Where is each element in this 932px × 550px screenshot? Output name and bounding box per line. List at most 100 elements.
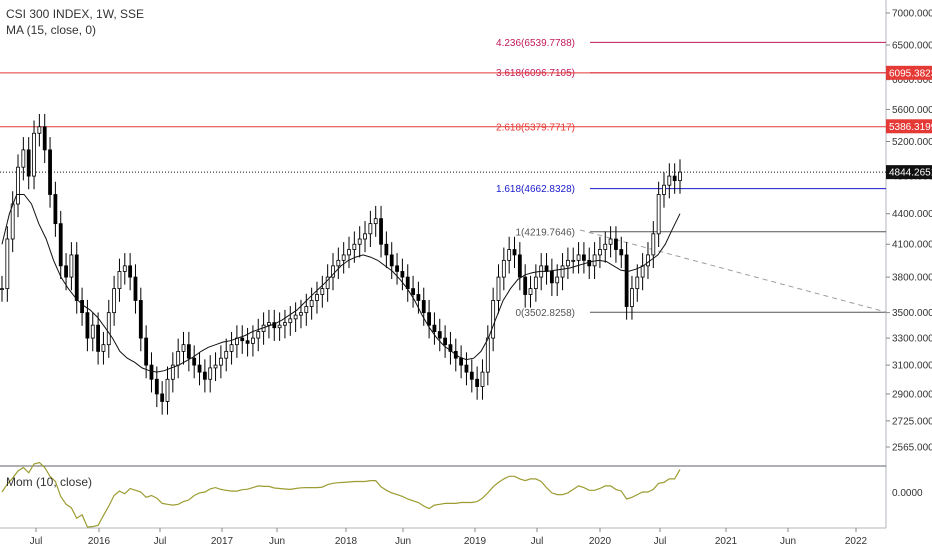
candle-body[interactable] — [213, 364, 218, 369]
candle-body[interactable] — [186, 344, 191, 359]
candle-body[interactable] — [325, 276, 330, 290]
candle-body[interactable] — [443, 337, 448, 346]
candle-body[interactable] — [288, 318, 293, 324]
candle-body[interactable] — [112, 288, 117, 314]
candle-body[interactable] — [448, 344, 453, 352]
candle-body[interactable] — [512, 249, 517, 256]
candle-body[interactable] — [475, 378, 480, 387]
candle-body[interactable] — [496, 276, 501, 301]
candle-body[interactable] — [646, 254, 650, 267]
candle-body[interactable] — [352, 243, 357, 250]
candle-body[interactable] — [251, 337, 255, 344]
candle-body[interactable] — [336, 259, 341, 267]
candle-body[interactable] — [181, 344, 186, 352]
candle-body[interactable] — [517, 254, 522, 278]
candle-body[interactable] — [549, 271, 554, 284]
candle-body[interactable] — [240, 337, 245, 342]
candle-body[interactable] — [42, 126, 47, 151]
candle-body[interactable] — [501, 259, 506, 278]
candle-body[interactable] — [459, 357, 464, 366]
candle-body[interactable] — [384, 243, 389, 256]
candles[interactable] — [0, 114, 682, 415]
candle-body[interactable] — [437, 331, 442, 339]
candle-body[interactable] — [202, 371, 207, 380]
candle-body[interactable] — [603, 243, 608, 250]
candle-body[interactable] — [598, 249, 602, 256]
main-pane[interactable] — [0, 0, 886, 466]
candle-body[interactable] — [389, 254, 394, 267]
candle-body[interactable] — [74, 254, 79, 301]
candle-body[interactable] — [32, 132, 36, 177]
candle-body[interactable] — [69, 254, 74, 278]
candle-body[interactable] — [421, 300, 426, 314]
candle-body[interactable] — [90, 324, 95, 339]
candle-body[interactable] — [170, 364, 175, 380]
candle-body[interactable] — [635, 276, 640, 290]
candle-body[interactable] — [192, 357, 197, 366]
candle-body[interactable] — [245, 340, 250, 344]
candle-body[interactable] — [10, 203, 15, 240]
candle-body[interactable] — [619, 249, 624, 256]
candle-body[interactable] — [85, 312, 90, 339]
candle-body[interactable] — [571, 259, 576, 262]
candle-body[interactable] — [363, 233, 367, 240]
dashed-trend-line[interactable] — [579, 229, 887, 313]
candle-body[interactable] — [608, 238, 613, 245]
candle-body[interactable] — [309, 300, 314, 307]
candle-body[interactable] — [656, 194, 661, 235]
candle-body[interactable] — [96, 324, 100, 352]
candle-body[interactable] — [80, 300, 84, 314]
candle-body[interactable] — [133, 276, 138, 301]
candle-body[interactable] — [277, 324, 282, 329]
candle-body[interactable] — [154, 378, 159, 395]
candle-body[interactable] — [614, 238, 618, 250]
candle-body[interactable] — [315, 294, 319, 301]
candle-body[interactable] — [299, 312, 303, 316]
candle-body[interactable] — [58, 223, 63, 267]
candle-body[interactable] — [21, 149, 26, 168]
candle-body[interactable] — [469, 371, 474, 380]
candle-body[interactable] — [149, 364, 154, 380]
candle-body[interactable] — [122, 265, 127, 272]
candle-body[interactable] — [630, 288, 634, 307]
candle-body[interactable] — [400, 271, 405, 278]
candle-body[interactable] — [128, 265, 133, 278]
candle-body[interactable] — [565, 259, 570, 267]
candle-body[interactable] — [117, 271, 122, 290]
candle-body[interactable] — [53, 194, 58, 225]
candle-body[interactable] — [176, 350, 181, 366]
candle-body[interactable] — [533, 276, 538, 290]
candle-body[interactable] — [544, 265, 549, 272]
candle-body[interactable] — [491, 300, 496, 339]
candle-body[interactable] — [224, 350, 229, 359]
candle-body[interactable] — [507, 249, 512, 261]
candle-body[interactable] — [160, 393, 165, 402]
candle-body[interactable] — [528, 288, 533, 295]
candle-body[interactable] — [26, 149, 31, 177]
candle-body[interactable] — [672, 175, 677, 182]
candle-body[interactable] — [106, 312, 111, 346]
candle-body[interactable] — [320, 288, 325, 295]
candle-body[interactable] — [373, 218, 378, 225]
candle-body[interactable] — [368, 223, 373, 235]
candle-body[interactable] — [560, 265, 565, 278]
candle-body[interactable] — [138, 300, 143, 339]
candle-body[interactable] — [405, 276, 410, 290]
candle-body[interactable] — [485, 337, 490, 373]
candle-body[interactable] — [101, 344, 106, 352]
candle-body[interactable] — [576, 254, 581, 261]
candle-body[interactable] — [416, 294, 421, 301]
candle-body[interactable] — [395, 265, 399, 272]
candle-body[interactable] — [480, 371, 485, 387]
candle-body[interactable] — [64, 265, 68, 278]
candle-body[interactable] — [331, 265, 335, 278]
candle-body[interactable] — [523, 276, 528, 295]
candle-body[interactable] — [379, 218, 383, 245]
candle-body[interactable] — [144, 337, 149, 366]
candle-body[interactable] — [304, 306, 309, 314]
candle-body[interactable] — [293, 314, 298, 320]
candle-body[interactable] — [48, 149, 52, 195]
candle-body[interactable] — [464, 364, 469, 373]
candle-body[interactable] — [341, 254, 346, 261]
